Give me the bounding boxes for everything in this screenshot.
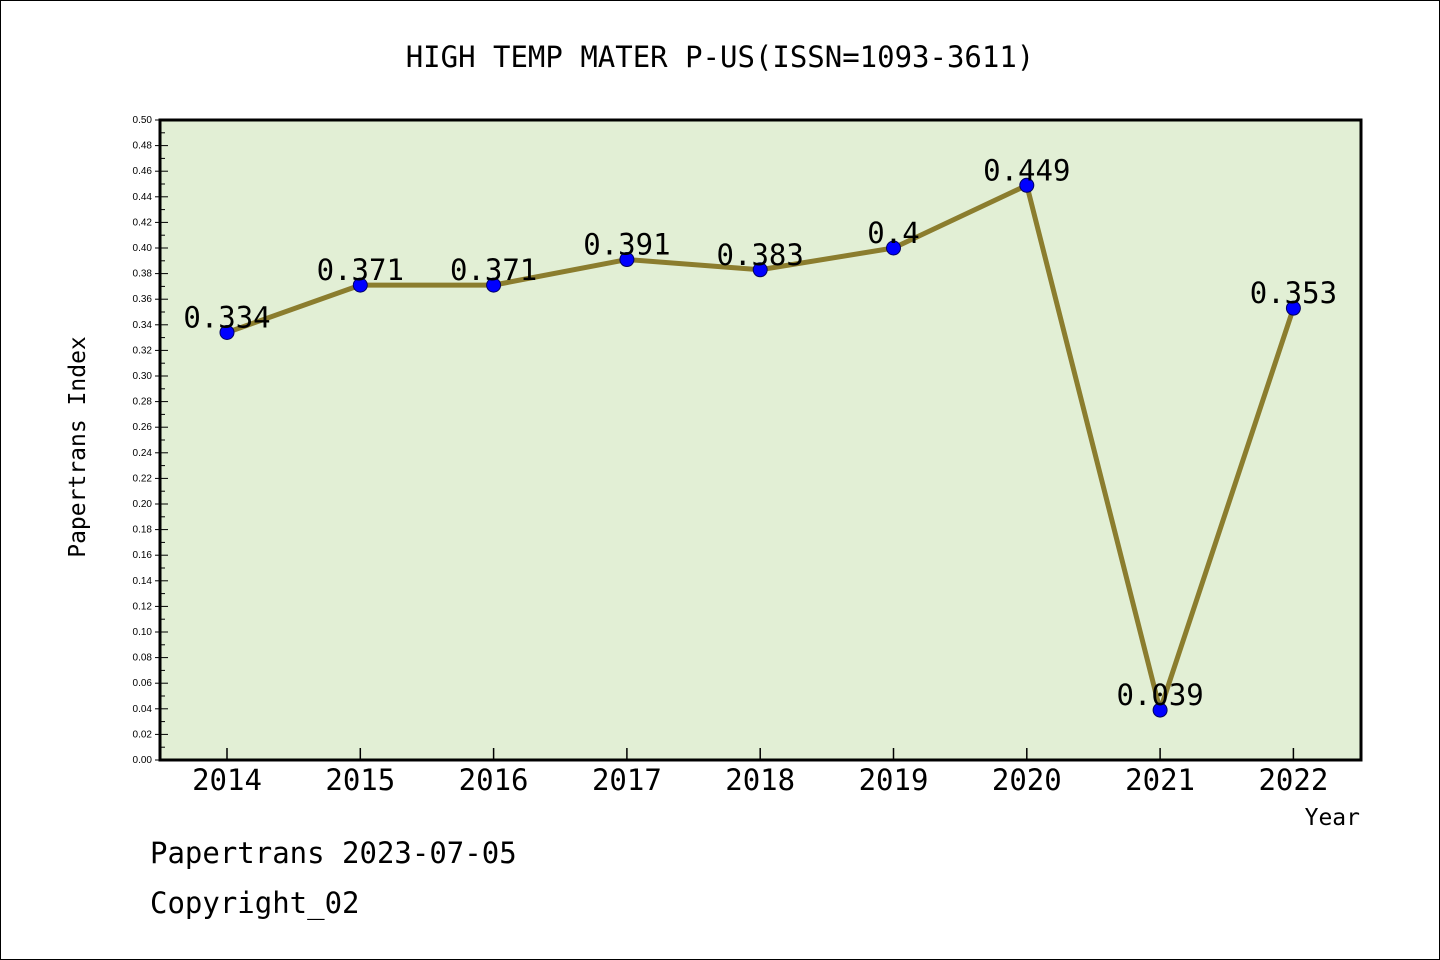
- data-point: [752, 262, 768, 278]
- x-tick-label: 2018: [725, 763, 795, 797]
- x-tick-label: 2022: [1258, 763, 1328, 797]
- data-label: 0.353: [1250, 276, 1337, 310]
- y-tick-label: 0.26: [133, 422, 153, 433]
- data-point: [1152, 702, 1168, 718]
- y-tick-label: 0.50: [133, 115, 153, 126]
- y-tick-label: 0.42: [133, 217, 153, 228]
- data-point: [352, 277, 368, 293]
- x-tick-label: 2020: [992, 763, 1062, 797]
- data-points: [219, 177, 1301, 718]
- y-tick-label: 0.20: [133, 499, 153, 510]
- y-tick-label: 0.04: [133, 704, 153, 715]
- data-point: [219, 324, 235, 340]
- y-tick-label: 0.06: [133, 678, 153, 689]
- data-label: 0.039: [1116, 678, 1203, 712]
- y-tick-label: 0.00: [133, 755, 153, 766]
- data-labels: 0.334 0.371 0.371 0.391 0.383 0.4 0.449 0.039 0.…: [183, 153, 1337, 712]
- y-axis-label: Papertrans Index: [65, 336, 91, 558]
- footer-date: Papertrans 2023-07-05: [150, 836, 517, 870]
- y-tick-label: 0.10: [133, 627, 153, 638]
- data-label: 0.334: [183, 300, 270, 334]
- data-point: [1285, 300, 1301, 316]
- x-axis-ticks: 2014 2015 2016 2017 2018 2019 2020 2021 2022: [192, 748, 1328, 797]
- y-tick-label: 0.08: [133, 653, 153, 664]
- data-point: [486, 277, 502, 293]
- x-tick-label: 2014: [192, 763, 262, 797]
- y-tick-label: 0.32: [133, 345, 153, 356]
- plot-area: [158, 118, 1363, 762]
- data-point: [1019, 177, 1035, 193]
- y-tick-label: 0.16: [133, 550, 153, 561]
- data-label: 0.371: [317, 253, 404, 287]
- footer-copyright: Copyright_02: [150, 886, 360, 920]
- y-tick-label: 0.18: [133, 525, 153, 536]
- y-tick-label: 0.36: [133, 294, 153, 305]
- data-label: 0.4: [867, 216, 919, 250]
- x-tick-label: 2016: [459, 763, 529, 797]
- y-tick-label: 0.30: [133, 371, 153, 382]
- y-tick-label: 0.40: [133, 243, 153, 254]
- x-axis-label: Year: [1305, 805, 1360, 831]
- y-tick-label: 0.34: [133, 320, 153, 331]
- data-label: 0.391: [583, 228, 670, 262]
- y-tick-label: 0.22: [133, 473, 153, 484]
- y-axis-ticks: 0.00 0.02 0.04 0.06 0.08 0.10 0.12 0.14 0.16 0.18…: [133, 115, 168, 766]
- data-label: 0.371: [450, 253, 537, 287]
- y-tick-label: 0.14: [133, 576, 153, 587]
- data-label: 0.449: [983, 153, 1070, 187]
- y-tick-label: 0.12: [133, 601, 153, 612]
- y-tick-label: 0.48: [133, 141, 153, 152]
- y-tick-label: 0.28: [133, 397, 153, 408]
- x-tick-label: 2017: [592, 763, 662, 797]
- y-tick-label: 0.24: [133, 448, 153, 459]
- chart-title: HIGH TEMP MATER P-US(ISSN=1093-3611): [406, 40, 1035, 74]
- data-point: [886, 240, 901, 256]
- x-tick-label: 2019: [859, 763, 929, 797]
- x-tick-label: 2015: [325, 763, 395, 797]
- y-tick-label: 0.38: [133, 269, 153, 280]
- y-tick-label: 0.46: [133, 166, 153, 177]
- x-tick-label: 2021: [1125, 763, 1195, 797]
- y-tick-label: 0.44: [133, 192, 153, 203]
- data-point: [619, 252, 635, 268]
- y-tick-label: 0.02: [133, 729, 153, 740]
- data-label: 0.383: [717, 238, 804, 272]
